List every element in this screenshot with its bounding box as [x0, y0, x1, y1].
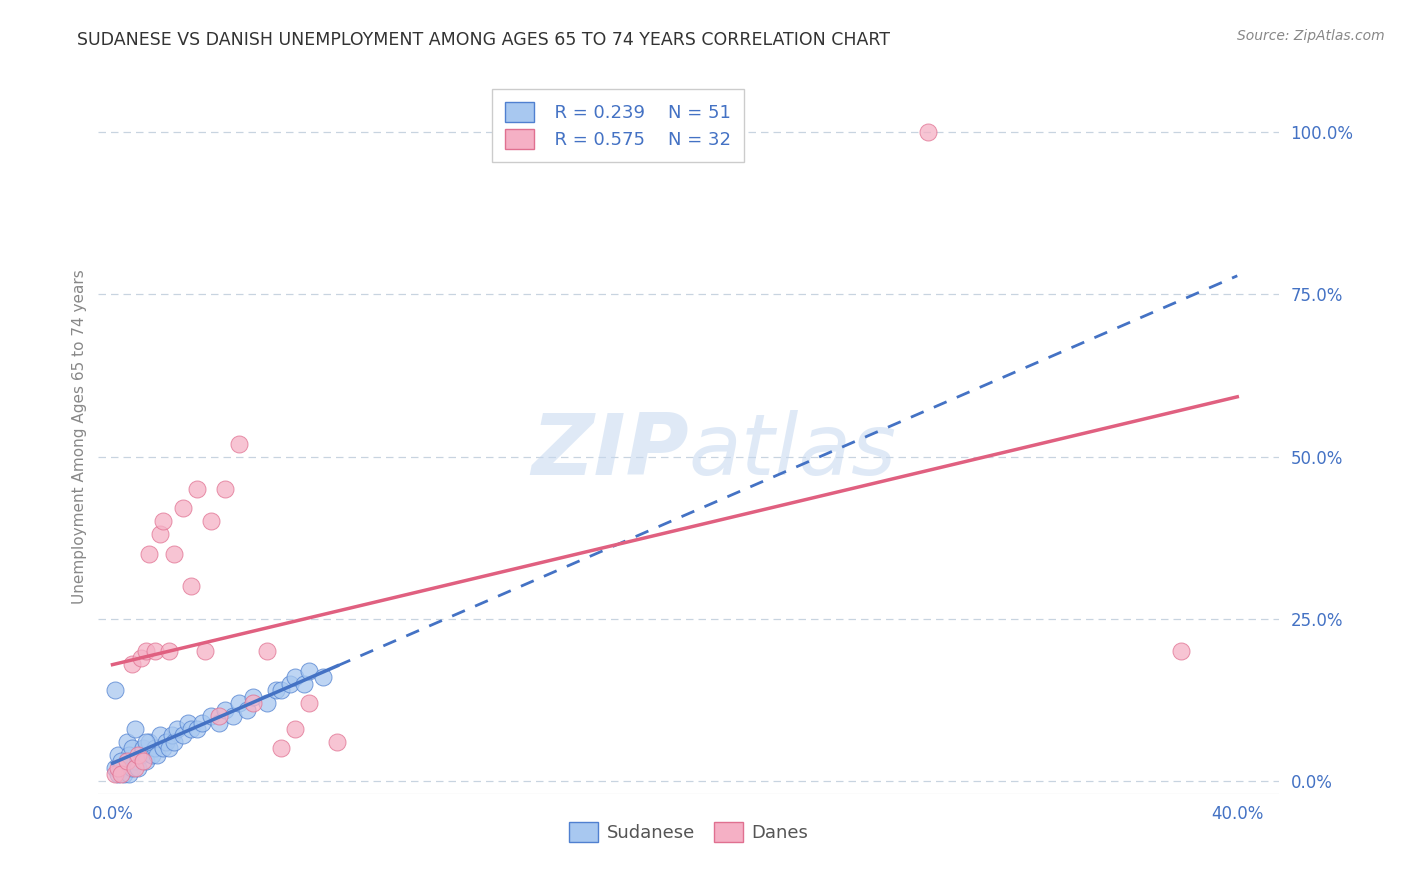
Point	[129, 650, 152, 665]
Point	[132, 741, 155, 756]
Point	[135, 735, 157, 749]
Point	[256, 644, 278, 658]
Point	[172, 729, 194, 743]
Point	[242, 690, 264, 704]
Point	[107, 767, 129, 781]
Point	[135, 755, 157, 769]
Point	[264, 683, 287, 698]
Point	[214, 482, 236, 496]
Legend: Sudanese, Danes: Sudanese, Danes	[562, 814, 815, 849]
Point	[124, 761, 146, 775]
Point	[155, 735, 177, 749]
Point	[194, 644, 217, 658]
Point	[107, 747, 129, 762]
Point	[208, 715, 231, 730]
Point	[115, 755, 138, 769]
Text: atlas: atlas	[689, 409, 897, 493]
Point	[112, 767, 135, 781]
Point	[124, 755, 146, 769]
Point	[127, 761, 149, 775]
Point	[177, 715, 200, 730]
Point	[152, 741, 174, 756]
Point	[191, 715, 214, 730]
Point	[146, 747, 169, 762]
Text: Source: ZipAtlas.com: Source: ZipAtlas.com	[1237, 29, 1385, 43]
Y-axis label: Unemployment Among Ages 65 to 74 years: Unemployment Among Ages 65 to 74 years	[72, 269, 87, 605]
Point	[270, 741, 292, 756]
Point	[143, 741, 166, 756]
Point	[298, 696, 321, 710]
Point	[121, 761, 143, 775]
Point	[121, 657, 143, 672]
Point	[214, 702, 236, 716]
Point	[292, 676, 315, 690]
Point	[124, 722, 146, 736]
Text: ZIP: ZIP	[531, 409, 689, 493]
Point	[917, 125, 939, 139]
Point	[118, 767, 141, 781]
Point	[110, 761, 132, 775]
Point	[163, 735, 186, 749]
Point	[110, 755, 132, 769]
Point	[228, 696, 250, 710]
Point	[115, 735, 138, 749]
Point	[149, 527, 172, 541]
Point	[180, 579, 202, 593]
Point	[236, 702, 259, 716]
Point	[141, 747, 163, 762]
Point	[127, 747, 149, 762]
Point	[129, 747, 152, 762]
Point	[157, 644, 180, 658]
Point	[186, 482, 208, 496]
Point	[138, 547, 160, 561]
Point	[1170, 644, 1192, 658]
Point	[284, 722, 307, 736]
Point	[132, 755, 155, 769]
Point	[152, 515, 174, 529]
Point	[166, 722, 188, 736]
Point	[157, 741, 180, 756]
Point	[104, 761, 127, 775]
Point	[149, 729, 172, 743]
Point	[200, 515, 222, 529]
Point	[312, 670, 335, 684]
Point	[118, 747, 141, 762]
Point	[104, 683, 127, 698]
Point	[200, 709, 222, 723]
Point	[121, 741, 143, 756]
Point	[228, 436, 250, 450]
Point	[278, 676, 301, 690]
Point	[326, 735, 349, 749]
Point	[104, 767, 127, 781]
Point	[284, 670, 307, 684]
Point	[180, 722, 202, 736]
Point	[298, 664, 321, 678]
Point	[160, 729, 183, 743]
Point	[110, 767, 132, 781]
Point	[256, 696, 278, 710]
Point	[107, 761, 129, 775]
Point	[186, 722, 208, 736]
Point	[143, 644, 166, 658]
Point	[270, 683, 292, 698]
Point	[172, 501, 194, 516]
Point	[115, 755, 138, 769]
Point	[135, 644, 157, 658]
Point	[222, 709, 245, 723]
Point	[163, 547, 186, 561]
Point	[208, 709, 231, 723]
Point	[242, 696, 264, 710]
Text: SUDANESE VS DANISH UNEMPLOYMENT AMONG AGES 65 TO 74 YEARS CORRELATION CHART: SUDANESE VS DANISH UNEMPLOYMENT AMONG AG…	[77, 31, 890, 49]
Point	[138, 735, 160, 749]
